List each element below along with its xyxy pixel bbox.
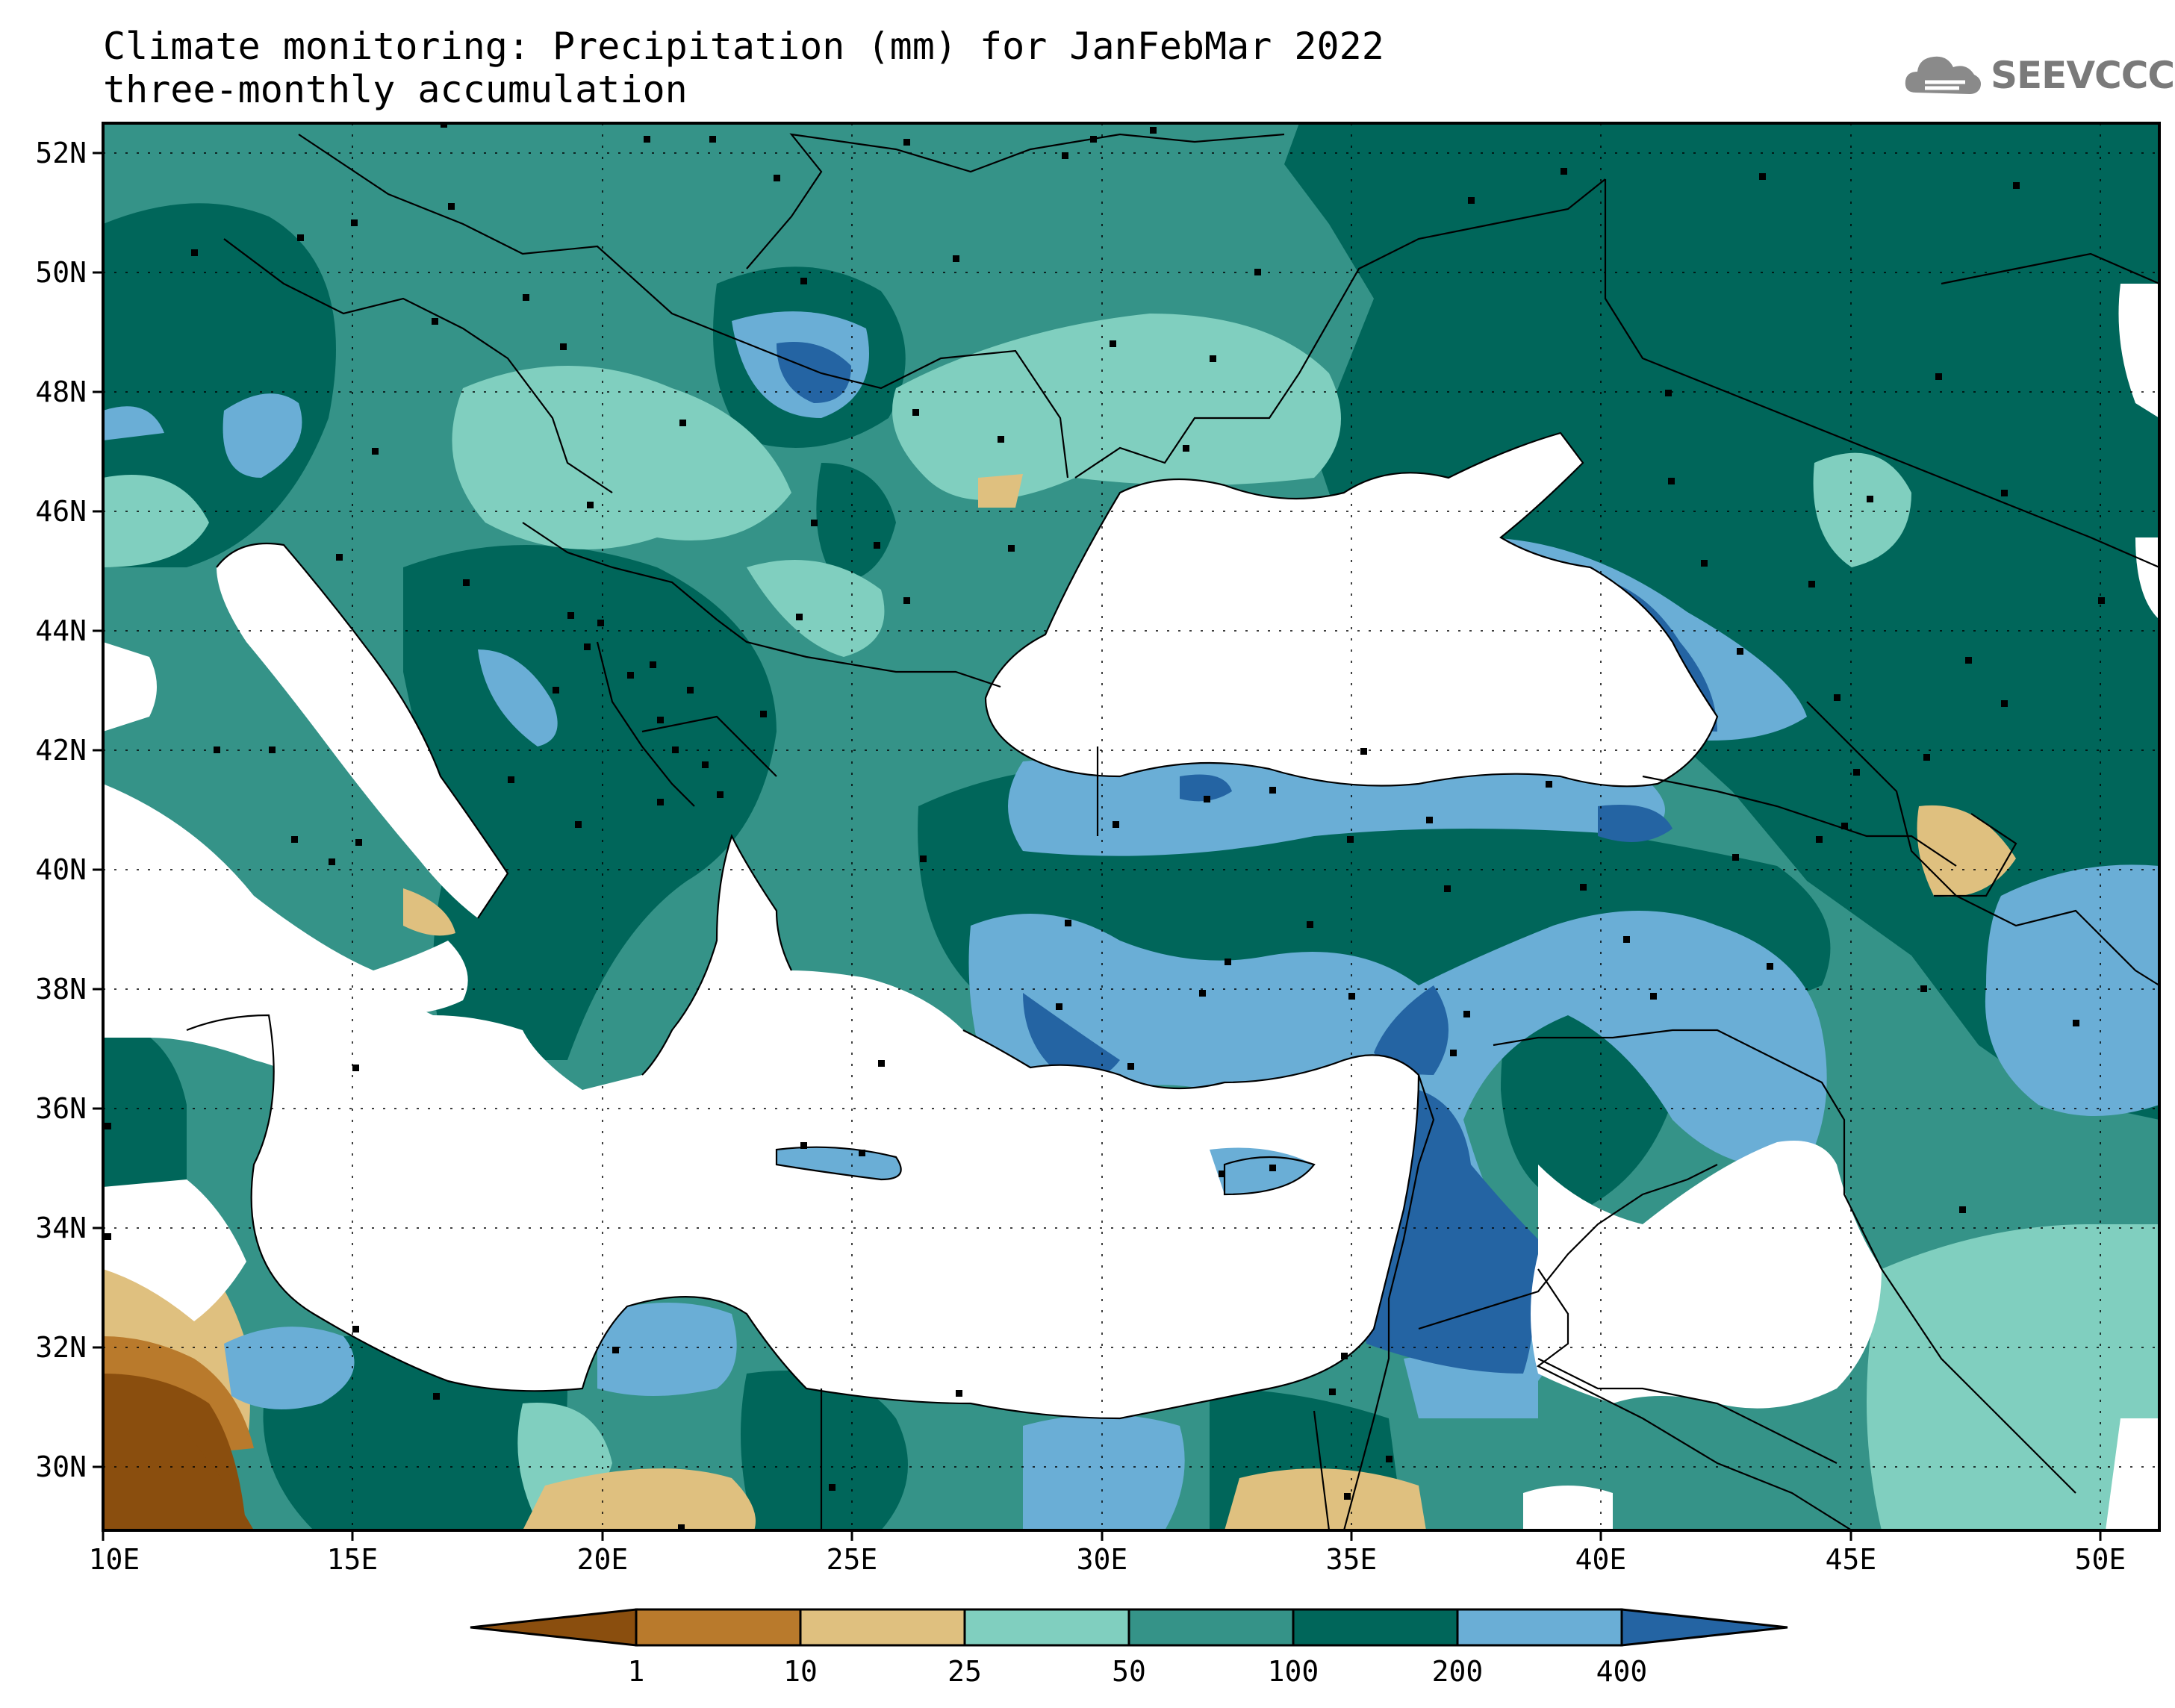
lat-label: 40N — [35, 853, 87, 886]
lon-label: 45E — [1826, 1543, 1877, 1576]
colorbar-segment — [1292, 1608, 1459, 1647]
lat-label: 38N — [35, 973, 87, 1006]
lon-label: 15E — [327, 1543, 379, 1576]
colorbar-segment — [963, 1608, 1130, 1647]
colorbar-segment — [635, 1608, 802, 1647]
lon-label: 35E — [1326, 1543, 1378, 1576]
lat-label: 48N — [35, 375, 87, 408]
lon-label: 20E — [577, 1543, 629, 1576]
colorbar-segment — [1127, 1608, 1295, 1647]
lat-label: 34N — [35, 1212, 87, 1244]
lat-label: 30N — [35, 1450, 87, 1483]
lon-label: 25E — [827, 1543, 878, 1576]
colorbar-label: 10 — [783, 1655, 818, 1688]
logo-text: SEEVCCC — [1991, 54, 2175, 97]
cloud-icon — [1905, 56, 1981, 94]
colorbar-label: 25 — [948, 1655, 982, 1688]
lat-label: 50N — [35, 256, 87, 289]
lat-label: 46N — [35, 495, 87, 528]
map-subtitle: three-monthly accumulation — [103, 68, 688, 111]
lat-labels: 52N 50N 48N 46N 44N 42N 40N 38N 36N 34N … — [35, 137, 87, 1483]
precipitation-field — [103, 123, 2159, 1530]
colorbar-labels: 1 10 25 50 100 200 400 — [628, 1655, 1648, 1688]
lat-label: 36N — [35, 1092, 87, 1125]
colorbar-segment — [470, 1608, 638, 1647]
tick-marks — [93, 152, 2102, 1541]
lon-label: 50E — [2075, 1543, 2126, 1576]
lon-label: 40E — [1575, 1543, 1627, 1576]
seevccc-logo: SEEVCCC — [1902, 48, 2175, 100]
lat-label: 52N — [35, 137, 87, 169]
coastlines — [186, 133, 2159, 1530]
colorbar-segment — [1620, 1608, 1788, 1647]
colorbar-label: 200 — [1432, 1655, 1484, 1688]
lat-label: 32N — [35, 1331, 87, 1364]
gridlines — [103, 123, 2159, 1530]
colorbar — [470, 1608, 1788, 1647]
lon-label: 30E — [1077, 1543, 1128, 1576]
lat-label: 42N — [35, 734, 87, 767]
map-frame — [102, 122, 2161, 1532]
lat-label: 44N — [35, 614, 87, 647]
colorbar-segment — [1456, 1608, 1623, 1647]
colorbar-segment — [799, 1608, 966, 1647]
colorbar-label: 50 — [1112, 1655, 1146, 1688]
colorbar-label: 100 — [1268, 1655, 1319, 1688]
colorbar-label: 1 — [628, 1655, 645, 1688]
colorbar-label: 400 — [1596, 1655, 1648, 1688]
map-title: Climate monitoring: Precipitation (mm) f… — [103, 25, 1384, 68]
lon-label: 10E — [89, 1543, 140, 1576]
lon-labels: 10E 15E 20E 25E 30E 35E 40E 45E 50E — [89, 1543, 2126, 1576]
